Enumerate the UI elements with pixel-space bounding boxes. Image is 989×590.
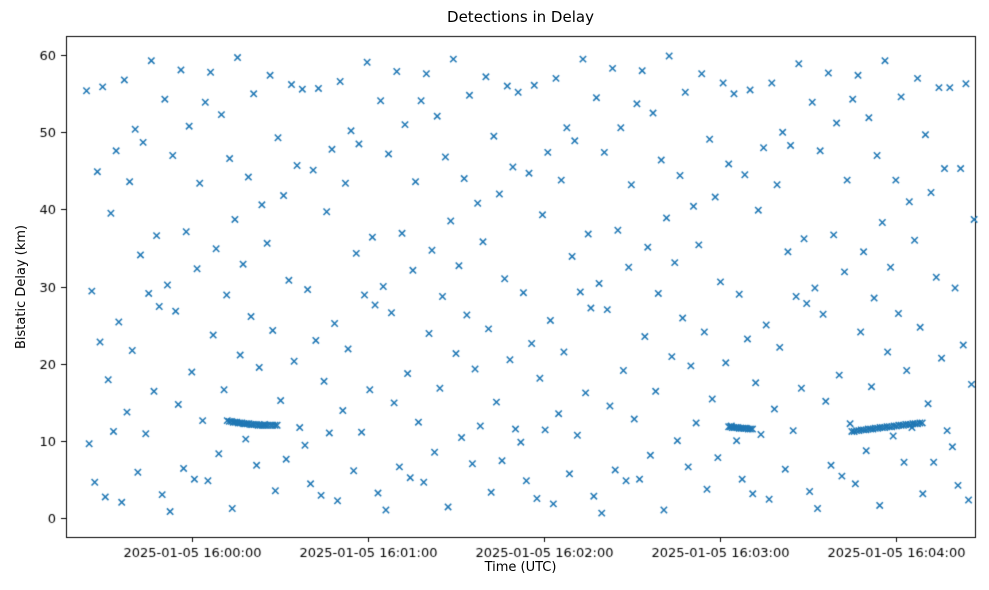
x-axis-label: Time (UTC): [484, 560, 557, 575]
y-axis-label: Bistatic Delay (km): [14, 224, 29, 350]
chart-title: Detections in Delay: [447, 8, 594, 26]
